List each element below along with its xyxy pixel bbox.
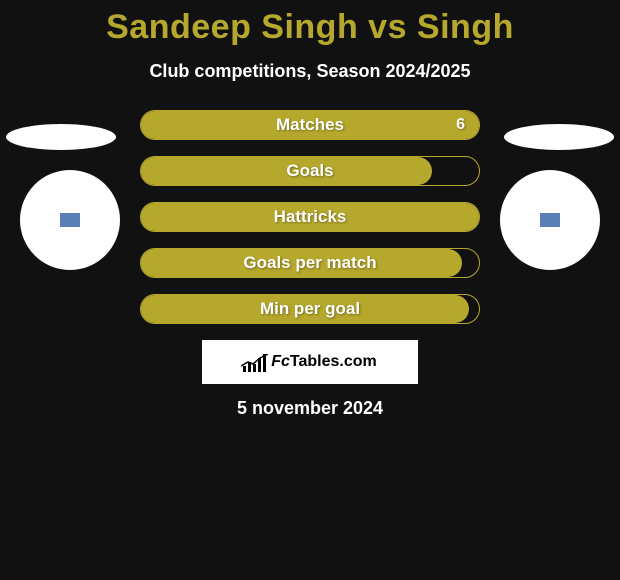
player-avatar-left [20, 170, 120, 270]
stat-bar-goals: Goals [140, 156, 480, 186]
stat-bar-label: Goals [286, 161, 333, 181]
stat-bar-label: Goals per match [243, 253, 376, 273]
page-title: Sandeep Singh vs Singh [0, 0, 620, 47]
stat-bar-label: Min per goal [260, 299, 360, 319]
avatar-badge-left [59, 212, 81, 228]
date-text: 5 november 2024 [0, 398, 620, 419]
logo-text: FcTables.com [271, 353, 377, 371]
stat-bars: Matches 6 Goals Hattricks Goals per matc… [140, 110, 480, 324]
avatar-badge-right [539, 212, 561, 228]
stat-bar-min-per-goal: Min per goal [140, 294, 480, 324]
stat-bar-hattricks: Hattricks [140, 202, 480, 232]
left-shadow-ellipse [6, 124, 116, 150]
logo-chart-icon [243, 352, 267, 372]
subtitle: Club competitions, Season 2024/2025 [0, 61, 620, 82]
stat-bar-goals-per-match: Goals per match [140, 248, 480, 278]
player-avatar-right [500, 170, 600, 270]
stat-bar-label: Matches [276, 115, 344, 135]
stat-bar-matches: Matches 6 [140, 110, 480, 140]
right-shadow-ellipse [504, 124, 614, 150]
stat-bar-value: 6 [456, 116, 465, 134]
stat-bar-label: Hattricks [274, 207, 347, 227]
fctables-logo: FcTables.com [202, 340, 418, 384]
